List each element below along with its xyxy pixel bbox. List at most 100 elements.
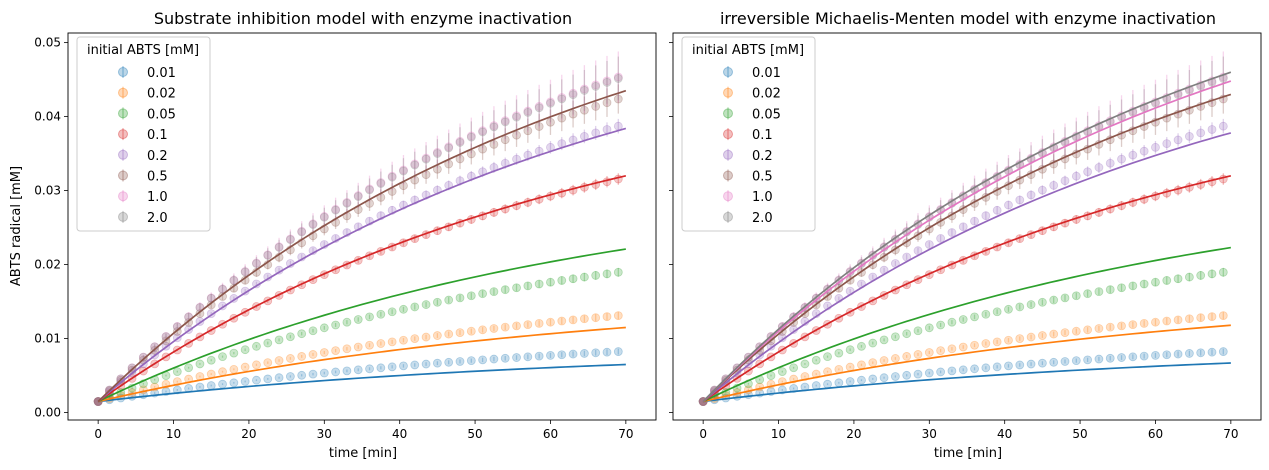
data-point — [319, 323, 329, 333]
data-point — [1083, 289, 1093, 299]
fit-line-0.1 — [702, 174, 1232, 403]
data-point — [1117, 154, 1126, 164]
data-point — [992, 205, 1002, 215]
panel-1: 0 10 20 30 40 50 60 700.000.010.020.030.040.05i… — [34, 32, 657, 441]
legend-label: 0.01 — [752, 66, 781, 81]
data-point — [613, 72, 623, 82]
data-point — [868, 358, 878, 368]
data-point — [834, 378, 844, 388]
data-point — [455, 293, 465, 303]
data-point — [218, 352, 227, 362]
data-point — [252, 258, 261, 268]
data-point — [376, 339, 386, 348]
panel-1-legend: initial ABTS [mM] 0.01 0.02 0.05 0.1 0.2 0.5 1.… — [76, 36, 211, 232]
data-point — [579, 86, 589, 95]
data-point — [1071, 171, 1081, 181]
data-point — [342, 198, 352, 208]
legend-label: 0.01 — [147, 66, 176, 81]
data-point — [319, 212, 329, 222]
data-point — [568, 315, 578, 325]
legend-title: initial ABTS [mM] — [692, 43, 804, 58]
data-point — [365, 340, 374, 350]
data-point — [1083, 355, 1093, 365]
data-point — [523, 126, 533, 136]
data-point — [240, 362, 250, 372]
data-point — [274, 243, 284, 252]
data-point — [947, 344, 957, 354]
data-point — [240, 266, 250, 276]
panel-2-x-axis-label: time [min] — [934, 446, 1002, 461]
data-point — [229, 348, 239, 358]
data-point — [489, 324, 499, 333]
data-point — [958, 342, 968, 352]
x-tick-label: 40 — [392, 427, 407, 441]
data-point — [410, 159, 420, 169]
data-point — [1128, 150, 1138, 160]
data-point — [1128, 320, 1138, 330]
data-point — [353, 365, 363, 375]
data-point — [331, 204, 341, 214]
data-point — [319, 212, 329, 221]
data-point — [1060, 293, 1070, 303]
data-point — [546, 317, 555, 327]
data-point — [365, 312, 374, 322]
x-tick-label: 30 — [317, 427, 332, 441]
data-point — [331, 205, 341, 215]
data-point — [800, 359, 810, 369]
data-point — [353, 192, 363, 201]
data-point — [1026, 300, 1036, 309]
fit-line-0.05 — [702, 246, 1231, 403]
data-point — [489, 139, 499, 149]
data-point — [489, 287, 499, 297]
data-point — [879, 335, 889, 345]
data-point — [591, 313, 601, 323]
data-point — [1128, 281, 1138, 291]
data-point — [229, 275, 239, 285]
data-point — [500, 117, 510, 127]
data-point — [992, 307, 1002, 317]
plot-layer: 0 10 20 30 40 50 60 700.000.010.020.030.040.05i… — [34, 32, 1262, 441]
data-point — [602, 76, 612, 86]
data-point — [387, 337, 397, 347]
data-point — [1015, 195, 1025, 205]
data-point — [924, 323, 934, 333]
data-point — [523, 107, 533, 117]
data-point — [534, 103, 544, 113]
x-tick-label: 60 — [1148, 427, 1163, 441]
data-point — [410, 160, 420, 170]
y-tick-label: 0.04 — [34, 110, 61, 124]
data-point — [557, 316, 567, 326]
data-point — [444, 295, 454, 305]
data-point — [868, 374, 878, 384]
data-point — [285, 234, 295, 244]
data-point — [500, 322, 510, 332]
panel-1-y-axis-label: ABTS radical [mM] — [9, 166, 24, 286]
data-point — [534, 318, 544, 328]
legend-label: 2.0 — [147, 211, 168, 226]
fit-line-0.5 — [97, 89, 627, 403]
data-point — [387, 172, 397, 182]
data-point — [845, 377, 855, 386]
data-point — [387, 171, 397, 181]
data-point — [947, 228, 957, 237]
legend-label: 1.0 — [147, 190, 168, 205]
data-point — [1151, 317, 1160, 327]
data-point — [297, 227, 307, 237]
data-point — [297, 352, 307, 361]
data-point — [1037, 185, 1047, 195]
data-point — [1026, 359, 1036, 369]
legend-label: 0.05 — [147, 107, 176, 122]
data-point — [263, 250, 273, 260]
data-point — [252, 360, 261, 370]
data-point — [274, 242, 284, 252]
data-point — [789, 363, 799, 373]
data-point — [297, 226, 307, 236]
data-point — [602, 98, 612, 108]
data-point — [958, 315, 968, 324]
data-point — [229, 276, 239, 285]
data-point — [947, 317, 957, 327]
data-point — [444, 357, 454, 367]
data-point — [308, 220, 318, 229]
data-point — [591, 80, 601, 90]
data-point — [1083, 167, 1093, 177]
